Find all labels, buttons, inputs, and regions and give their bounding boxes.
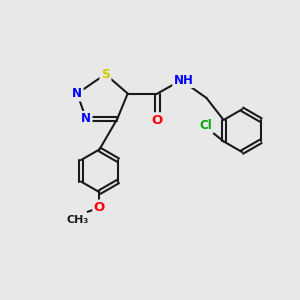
Text: S: S (101, 68, 110, 81)
Text: CH₃: CH₃ (66, 215, 88, 225)
Text: O: O (152, 114, 163, 127)
Text: N: N (72, 87, 82, 100)
Text: N: N (81, 112, 91, 125)
Text: Cl: Cl (200, 119, 212, 132)
Text: NH: NH (174, 74, 194, 87)
Text: O: O (94, 201, 105, 214)
